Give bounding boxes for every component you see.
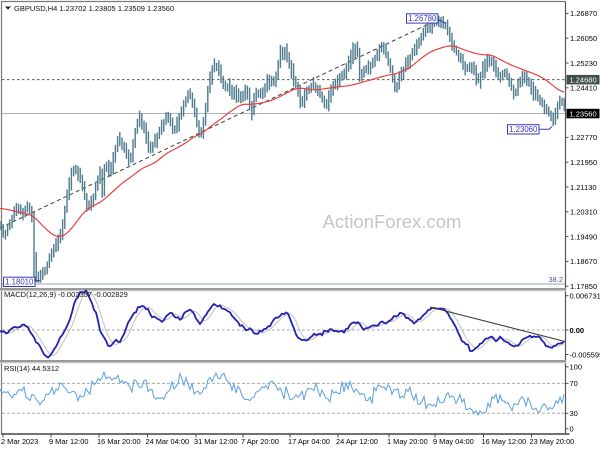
svg-text:MACD(12,26,9) -0.002357 -0.002: MACD(12,26,9) -0.002357 -0.002829: [4, 290, 128, 299]
svg-text:30: 30: [570, 409, 578, 418]
svg-text:1.25230: 1.25230: [570, 59, 597, 68]
svg-text:1.18010: 1.18010: [5, 278, 34, 287]
svg-text:1.23560: 1.23560: [570, 109, 597, 118]
svg-text:1.24410: 1.24410: [570, 84, 597, 93]
svg-text:1.21950: 1.21950: [570, 158, 597, 167]
svg-text:31 Mar 12:00: 31 Mar 12:00: [194, 437, 238, 446]
svg-text:1.24680: 1.24680: [570, 75, 597, 84]
svg-text:16 Mar 20:00: 16 Mar 20:00: [97, 437, 141, 446]
svg-text:100: 100: [570, 363, 583, 372]
svg-text:GBPUSD,H4 1.23702 1.23805 1.2: GBPUSD,H4 1.23702 1.23805 1.23509 1.2356…: [14, 4, 174, 13]
svg-text:1.26780: 1.26780: [408, 14, 437, 23]
svg-text:9 May 04:00: 9 May 04:00: [433, 437, 474, 446]
svg-text:17 Apr 04:00: 17 Apr 04:00: [288, 437, 330, 446]
svg-text:70: 70: [570, 379, 578, 388]
svg-text:24 Apr 12:00: 24 Apr 12:00: [336, 437, 378, 446]
svg-text:1.22770: 1.22770: [570, 133, 597, 142]
svg-text:9 Mar 12:00: 9 Mar 12:00: [49, 437, 88, 446]
svg-text:0.006731: 0.006731: [570, 292, 600, 301]
svg-text:1.26870: 1.26870: [570, 9, 597, 18]
svg-text:1.18670: 1.18670: [570, 257, 597, 266]
svg-text:1.26050: 1.26050: [570, 34, 597, 43]
svg-text:0: 0: [570, 425, 574, 434]
svg-text:1.17850: 1.17850: [570, 282, 597, 291]
svg-text:24 Mar 04:00: 24 Mar 04:00: [146, 437, 190, 446]
svg-text:-0.005595: -0.005595: [570, 350, 600, 359]
svg-text:2 Mar 2023: 2 Mar 2023: [1, 437, 38, 446]
svg-text:1.23060: 1.23060: [509, 125, 538, 134]
svg-text:23 May 20:00: 23 May 20:00: [530, 437, 575, 446]
svg-text:1.21130: 1.21130: [570, 183, 597, 192]
svg-text:ActionForex.com: ActionForex.com: [323, 211, 462, 232]
svg-text:16 May 12:00: 16 May 12:00: [482, 437, 527, 446]
svg-text:1.19490: 1.19490: [570, 232, 597, 241]
svg-text:RSI(14) 44.5312: RSI(14) 44.5312: [4, 364, 59, 373]
svg-text:38.2: 38.2: [548, 275, 563, 284]
svg-text:7 Apr 20:00: 7 Apr 20:00: [241, 437, 279, 446]
svg-text:1.20310: 1.20310: [570, 208, 597, 217]
svg-text:1 May 20:00: 1 May 20:00: [387, 437, 428, 446]
svg-text:0.00: 0.00: [570, 326, 585, 335]
